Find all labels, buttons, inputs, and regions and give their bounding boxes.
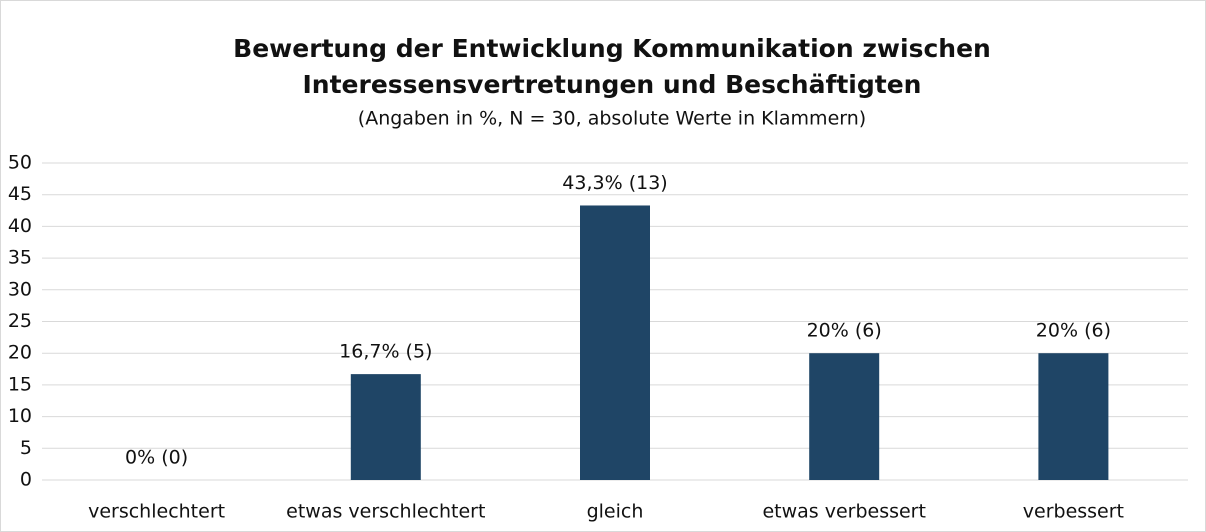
bar <box>1038 353 1109 480</box>
y-tick-label: 15 <box>8 373 32 395</box>
y-tick-label: 20 <box>8 342 32 364</box>
x-tick-label: verbessert <box>1023 501 1124 523</box>
value-label: 43,3% (13) <box>562 172 667 194</box>
y-tick-label: 25 <box>8 310 32 332</box>
y-tick-label: 5 <box>20 437 32 459</box>
bar <box>809 353 880 480</box>
y-tick-label: 50 <box>8 152 32 174</box>
x-tick-label: gleich <box>587 501 644 523</box>
value-label: 20% (6) <box>1036 320 1111 342</box>
chart-subtitle: (Angaben in %, N = 30, absolute Werte in… <box>358 108 866 130</box>
x-tick-label: etwas verbessert <box>762 501 926 523</box>
bar <box>580 205 650 480</box>
chart-title: Interessensvertretungen und Beschäftigte… <box>303 70 922 99</box>
y-tick-label: 40 <box>8 215 32 237</box>
chart-title: Bewertung der Entwicklung Kommunikation … <box>233 34 991 63</box>
y-tick-label: 10 <box>8 405 32 427</box>
value-label: 20% (6) <box>807 320 882 342</box>
y-tick-label: 30 <box>8 278 32 300</box>
y-tick-label: 35 <box>8 247 32 269</box>
y-tick-label: 0 <box>20 469 32 491</box>
bar <box>350 374 421 480</box>
x-tick-label: etwas verschlechtert <box>286 501 485 523</box>
value-label: 0% (0) <box>125 447 188 469</box>
x-tick-label: verschlechtert <box>88 501 225 523</box>
y-tick-label: 45 <box>8 183 32 205</box>
value-label: 16,7% (5) <box>339 341 432 363</box>
